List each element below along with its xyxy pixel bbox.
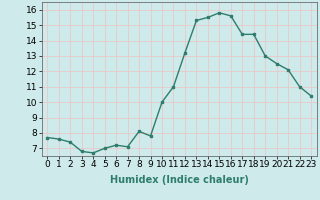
- X-axis label: Humidex (Indice chaleur): Humidex (Indice chaleur): [110, 175, 249, 185]
